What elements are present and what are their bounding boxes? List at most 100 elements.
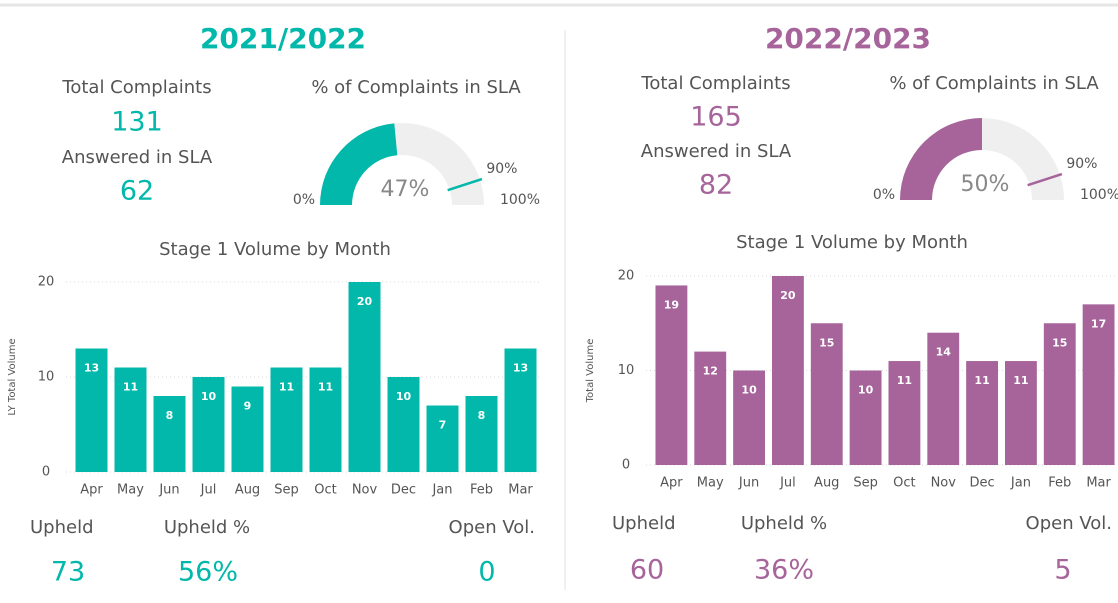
bar	[888, 361, 921, 465]
y-tick-label: 20	[38, 275, 55, 290]
data-label: 14	[936, 346, 952, 359]
kpi-value: 165	[690, 102, 742, 133]
x-tick-label: Dec	[970, 476, 995, 491]
x-tick-label: Aug	[814, 476, 839, 491]
data-label: 11	[318, 381, 333, 394]
footer-label: Open Vol.	[1026, 513, 1112, 534]
bar	[348, 282, 381, 472]
bar	[966, 361, 999, 465]
x-tick-label: Feb	[470, 483, 493, 498]
x-tick-label: Jun	[738, 476, 759, 491]
bar	[231, 386, 264, 472]
footer-label: Upheld %	[164, 517, 250, 538]
bar	[1043, 323, 1076, 465]
chart-title: Stage 1 Volume by Month	[159, 239, 391, 260]
data-label: 10	[201, 390, 217, 403]
data-label: 8	[478, 409, 486, 422]
x-tick-label: Jul	[200, 483, 217, 498]
data-label: 8	[166, 409, 174, 422]
footer-value: 60	[630, 555, 664, 586]
y-axis-label: LY Total Volume	[7, 338, 18, 415]
bar	[192, 377, 225, 472]
gauge-max-label: 100%	[500, 192, 540, 208]
data-label: 10	[741, 384, 757, 397]
x-tick-label: May	[117, 483, 144, 498]
y-tick-label: 0	[622, 458, 630, 473]
x-tick-label: Oct	[314, 483, 336, 498]
footer-label: Upheld	[612, 513, 676, 534]
gauge-min-label: 0%	[293, 192, 315, 208]
bar	[1082, 304, 1115, 465]
footer-value: 5	[1054, 555, 1071, 586]
x-tick-label: Sep	[274, 483, 299, 498]
bar	[655, 285, 688, 465]
gauge-target-label: 90%	[486, 161, 517, 177]
x-tick-label: Mar	[508, 483, 533, 498]
data-label: 15	[1052, 336, 1067, 349]
gauge-title: % of Complaints in SLA	[311, 77, 521, 98]
data-label: 9	[244, 400, 252, 413]
gauge-value-label: 47%	[381, 177, 430, 202]
chart-title: Stage 1 Volume by Month	[736, 232, 968, 253]
data-label: 11	[974, 374, 989, 387]
gauge-title: % of Complaints in SLA	[889, 73, 1099, 94]
data-label: 10	[396, 390, 412, 403]
y-tick-label: 10	[618, 363, 635, 378]
x-tick-label: Aug	[235, 483, 260, 498]
bar	[153, 396, 186, 472]
data-label: 15	[819, 336, 834, 349]
footer-label: Upheld %	[741, 513, 827, 534]
footer-value: 56%	[178, 557, 238, 588]
footer-label: Upheld	[30, 517, 94, 538]
x-tick-label: Jan	[1010, 476, 1031, 491]
x-tick-label: Jan	[431, 483, 452, 498]
bar	[114, 367, 147, 472]
kpi-value: 62	[120, 176, 154, 207]
x-tick-label: Nov	[931, 476, 957, 491]
data-label: 11	[1013, 374, 1028, 387]
gauge-target	[1027, 172, 1063, 187]
x-tick-label: Dec	[391, 483, 416, 498]
x-tick-label: Feb	[1048, 476, 1071, 491]
gauge-max-label: 100%	[1080, 187, 1118, 203]
data-label: 12	[703, 365, 718, 378]
data-label: 11	[279, 381, 294, 394]
gauge-target-label: 90%	[1066, 156, 1097, 172]
gauge-value	[320, 123, 398, 205]
bar	[270, 367, 303, 472]
gauge-min-label: 0%	[873, 187, 895, 203]
data-label: 13	[513, 362, 528, 375]
bar	[1004, 361, 1037, 465]
bar	[465, 396, 498, 472]
bar	[309, 367, 342, 472]
footer-value: 36%	[754, 555, 814, 586]
y-tick-label: 10	[38, 370, 55, 385]
bar	[810, 323, 843, 465]
x-tick-label: Oct	[893, 476, 915, 491]
bar	[426, 405, 459, 472]
data-label: 13	[84, 362, 99, 375]
gauge-value	[900, 118, 982, 200]
data-label: 10	[858, 384, 874, 397]
y-tick-label: 0	[42, 465, 50, 480]
bar	[504, 348, 537, 472]
gauge-target	[447, 177, 483, 192]
x-tick-label: Nov	[352, 483, 378, 498]
bar	[387, 377, 420, 472]
data-label: 19	[664, 298, 679, 311]
kpi-value: 131	[111, 107, 163, 138]
y-tick-label: 20	[618, 269, 635, 284]
x-tick-label: Jun	[158, 483, 179, 498]
x-tick-label: May	[697, 476, 724, 491]
kpi-label: Total Complaints	[640, 73, 790, 94]
bar	[694, 351, 727, 465]
bar	[733, 370, 766, 465]
footer-value: 73	[51, 557, 85, 588]
kpi-label: Answered in SLA	[62, 147, 213, 168]
data-label: 20	[780, 289, 796, 302]
data-label: 11	[897, 374, 912, 387]
bar	[927, 332, 960, 465]
bar	[849, 370, 882, 465]
x-tick-label: Jul	[779, 476, 796, 491]
panel-title: 2021/2022	[200, 22, 366, 55]
